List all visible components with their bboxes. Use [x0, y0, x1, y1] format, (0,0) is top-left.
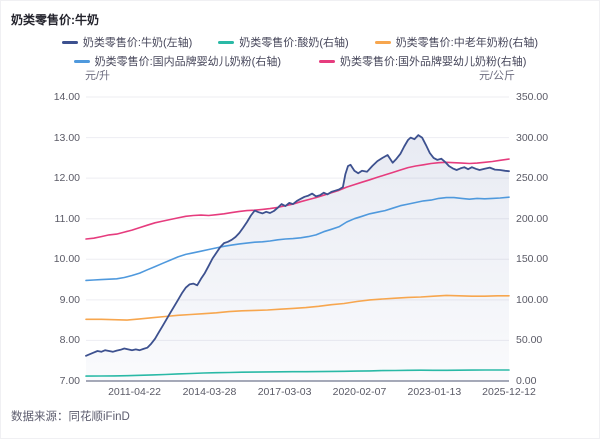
right-axis-tick: 0.00: [516, 375, 537, 387]
legend-line-marker-icon: [319, 59, 335, 63]
legend-row-2: 奶类零售价:国内品牌婴幼儿奶粉(右轴) 奶类零售价:国外品牌婴幼儿奶粉(右轴): [73, 53, 526, 69]
legend-item-foreign-infant-powder[interactable]: 奶类零售价:国外品牌婴幼儿奶粉(右轴): [319, 53, 526, 69]
legend-line-marker-icon: [374, 40, 391, 44]
legend-item-yogurt[interactable]: 奶类零售价:酸奶(右轴): [218, 34, 349, 50]
left-axis-unit-label: 元/升: [85, 70, 111, 82]
legend-item-domestic-infant-powder[interactable]: 奶类零售价:国内品牌婴幼儿奶粉(右轴): [73, 53, 281, 69]
left-axis-tick: 12.00: [53, 172, 80, 185]
legend-line-marker-icon: [218, 40, 235, 44]
legend-row-1: 奶类零售价:牛奶(左轴) 奶类零售价:酸奶(右轴) 奶类零售价:中老年奶粉(右轴…: [61, 34, 539, 50]
legend-label: 奶类零售价:酸奶(右轴): [239, 37, 349, 49]
chart-title: 奶类零售价:牛奶: [11, 13, 99, 27]
left-axis-tick: 13.00: [53, 131, 80, 144]
series-line-yogurt[interactable]: [85, 369, 510, 377]
x-axis-tick: 2011-04-22: [108, 386, 162, 398]
chart-legend: 奶类零售价:牛奶(左轴) 奶类零售价:酸奶(右轴) 奶类零售价:中老年奶粉(右轴…: [1, 34, 599, 69]
right-axis-tick: 50.00: [516, 334, 543, 347]
x-axis-tick: 2025-12-12: [482, 386, 536, 398]
legend-label: 奶类零售价:国内品牌婴幼儿奶粉(右轴): [94, 56, 281, 68]
legend-line-marker-icon: [61, 40, 78, 44]
left-axis-tick: 8.00: [59, 334, 80, 347]
right-axis-tick: 200.00: [516, 212, 549, 225]
right-axis-tick: 250.00: [516, 172, 549, 185]
legend-label: 奶类零售价:牛奶(左轴): [82, 37, 193, 49]
left-axis-tick: 10.00: [53, 253, 80, 266]
legend-line-marker-icon: [73, 59, 90, 63]
left-axis-tick: 14.00: [53, 91, 80, 103]
x-axis-tick: 2023-01-13: [407, 386, 462, 398]
series-line-domestic_infant[interactable]: [85, 196, 510, 282]
right-axis-unit-label: 元/公斤: [478, 70, 515, 82]
series-line-adult_powder[interactable]: [85, 294, 510, 321]
left-axis-tick: 9.00: [59, 293, 80, 306]
left-axis-tick: 7.00: [59, 375, 80, 387]
left-axis-tick: 11.00: [54, 212, 81, 225]
series-lines: [85, 134, 510, 381]
legend-label: 奶类零售价:国外品牌婴幼儿奶粉(右轴): [340, 56, 527, 68]
x-axis-tick: 2017-03-03: [257, 386, 312, 398]
legend-item-adult-powder[interactable]: 奶类零售价:中老年奶粉(右轴): [374, 34, 539, 50]
series-line-milk[interactable]: [85, 134, 510, 357]
legend-label: 奶类零售价:中老年奶粉(右轴): [395, 37, 539, 49]
right-axis-tick: 100.00: [516, 293, 549, 306]
right-axis-tick: 300.00: [516, 131, 549, 144]
x-axis-tick: 2014-03-28: [182, 386, 237, 398]
milk-area-fill: [86, 135, 509, 381]
series-line-foreign_infant[interactable]: [85, 158, 510, 240]
legend-item-milk[interactable]: 奶类零售价:牛奶(左轴): [61, 34, 193, 50]
x-axis-tick: 2020-02-07: [332, 386, 387, 398]
right-axis-tick: 350.00: [516, 91, 549, 103]
right-axis-tick: 150.00: [516, 253, 549, 266]
data-source-note: 数据来源：同花顺iFinD: [11, 411, 130, 423]
